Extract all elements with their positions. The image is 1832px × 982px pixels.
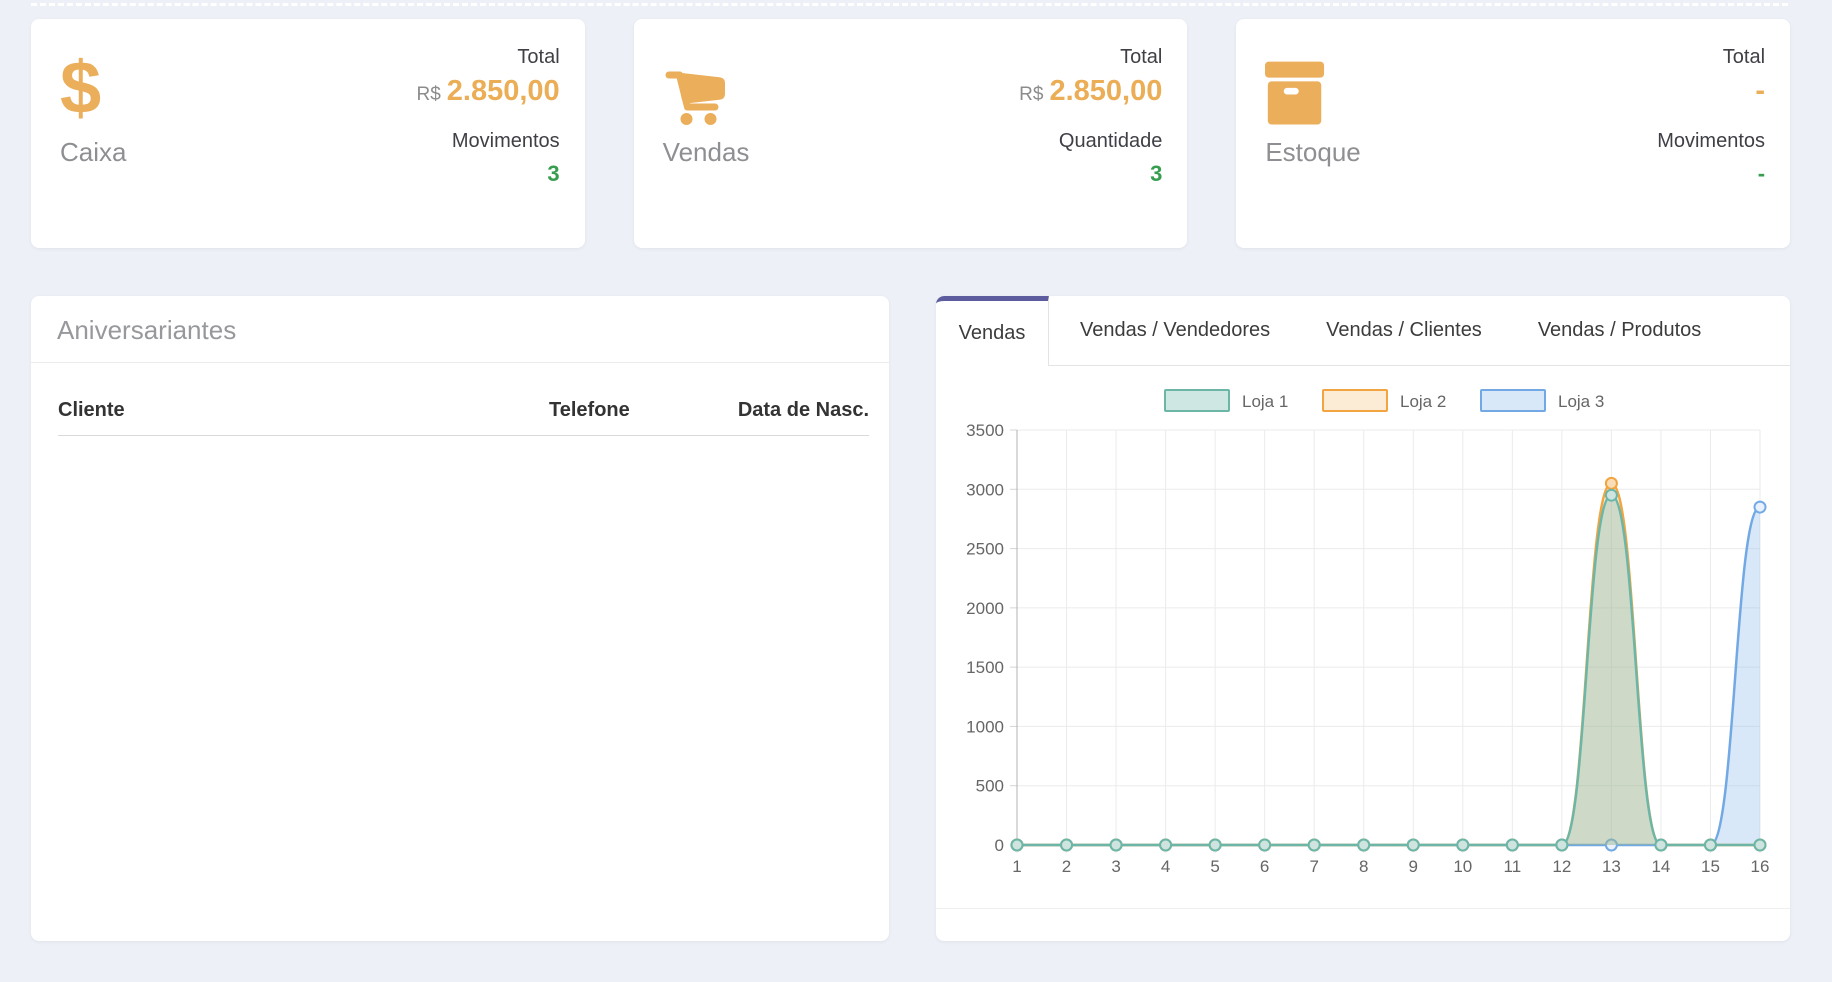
svg-text:Loja 2: Loja 2 [1400,392,1446,411]
stat-value-count: 3 [547,160,560,186]
stat-label: Movimentos [1657,129,1766,152]
sales-panel: Vendas Vendas / Vendedores Vendas / Clie… [936,296,1790,941]
svg-text:7: 7 [1309,857,1318,876]
svg-text:16: 16 [1751,857,1770,876]
tab-vendas[interactable]: Vendas [936,296,1049,366]
column-header-data-nasc: Data de Nasc. [737,399,869,421]
currency-prefix: R$ [1019,84,1044,105]
card-estoque: Estoque Total - Movimentos - [1236,19,1791,248]
currency-prefix: R$ [416,84,441,105]
svg-text:4: 4 [1161,857,1170,876]
series-loja-3 [1010,500,1767,852]
svg-text:0: 0 [995,836,1004,855]
stat-cards-row: $ Caixa Total R$ 2.850,00 Movimentos 3 [31,19,1791,248]
stat-value-total: R$ 2.850,00 [1019,75,1163,107]
panel-footer-divider [936,908,1790,909]
svg-text:3500: 3500 [966,421,1004,440]
svg-text:8: 8 [1359,857,1368,876]
x-axis-labels: 1 2 3 4 5 6 7 8 9 10 11 12 13 14 15 16 [1012,857,1769,876]
dollar-icon: $ [60,46,102,129]
birthdays-panel: Aniversariantes Cliente Telefone Data de… [31,296,889,941]
svg-text:1: 1 [1012,857,1021,876]
svg-text:14: 14 [1651,857,1670,876]
svg-text:500: 500 [976,777,1004,796]
series-loja-2 [1010,476,1767,852]
legend-item-loja-3[interactable]: Loja 3 [1480,389,1604,412]
card-title: Estoque [1265,137,1361,167]
sales-tabs: Vendas Vendas / Vendedores Vendas / Clie… [936,296,1790,366]
stat-label: Movimentos [451,129,560,152]
stat-value-count: 3 [1150,160,1163,186]
legend-item-loja-1[interactable]: Loja 1 [1164,389,1288,412]
svg-text:2000: 2000 [966,599,1004,618]
svg-text:9: 9 [1409,857,1418,876]
stat-label: Total [517,46,560,68]
cart-icon [663,45,750,127]
svg-text:Loja 3: Loja 3 [1558,392,1604,411]
series-loja-1 [1010,488,1767,852]
card-vendas: Vendas Total R$ 2.850,00 Quantidade 3 [633,19,1188,248]
legend-item-loja-2[interactable]: Loja 2 [1322,389,1446,412]
stat-label: Total [1722,46,1766,68]
svg-text:3: 3 [1111,857,1120,876]
svg-text:2500: 2500 [966,540,1004,559]
y-axis-labels: 0 500 1000 1500 2000 2500 3000 3500 [966,421,1004,855]
card-title: Caixa [60,137,127,167]
svg-text:15: 15 [1701,857,1720,876]
svg-text:2: 2 [1062,857,1071,876]
top-dashed-divider [31,3,1788,6]
birthdays-table-header: Cliente Telefone Data de Nasc. [58,399,869,436]
sales-chart-area: 0 500 1000 1500 2000 2500 3000 3500 1 2 3 4 5 6 7 8 9 10 1… [936,366,1790,908]
stat-value-count: - [1757,160,1766,186]
svg-text:6: 6 [1260,857,1269,876]
box-icon [1265,45,1360,127]
birthdays-panel-title: Aniversariantes [31,296,889,363]
stat-label: Quantidade [1058,129,1163,152]
card-caixa: $ Caixa Total R$ 2.850,00 Movimentos 3 [31,19,585,248]
stat-value-total: R$ 2.850,00 [416,75,560,107]
svg-text:13: 13 [1602,857,1621,876]
stat-value-total: - [1755,75,1766,107]
tab-vendas-clientes[interactable]: Vendas / Clientes [1326,319,1482,341]
svg-text:5: 5 [1210,857,1219,876]
card-title: Vendas [662,137,750,167]
svg-text:11: 11 [1504,857,1522,876]
svg-text:12: 12 [1552,857,1571,876]
column-header-cliente: Cliente [58,399,125,421]
stat-label: Total [1120,46,1163,68]
svg-text:Loja 1: Loja 1 [1242,392,1288,411]
svg-text:10: 10 [1453,857,1472,876]
svg-text:3000: 3000 [966,480,1004,499]
chart-legend: Loja 1 Loja 2 Loja 3 [1164,389,1604,412]
tab-vendas-vendedores[interactable]: Vendas / Vendedores [1080,319,1271,341]
svg-text:1000: 1000 [966,717,1004,736]
tab-vendas-produtos[interactable]: Vendas / Produtos [1537,319,1702,341]
svg-text:1500: 1500 [966,658,1004,677]
column-header-telefone: Telefone [549,399,630,421]
